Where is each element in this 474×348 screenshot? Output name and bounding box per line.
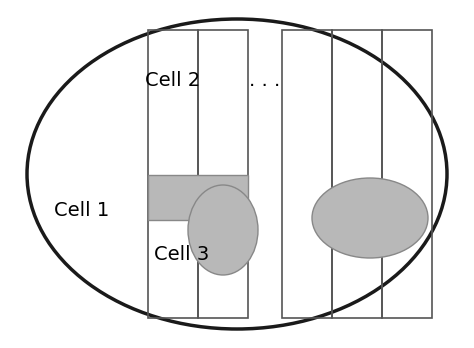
Ellipse shape — [27, 19, 447, 329]
Text: Cell 3: Cell 3 — [155, 245, 210, 264]
Bar — [382, 30, 432, 318]
Bar — [148, 30, 198, 318]
Ellipse shape — [188, 185, 258, 275]
Text: Cell 1: Cell 1 — [55, 200, 109, 220]
Bar — [282, 30, 332, 318]
Bar — [148, 175, 248, 220]
Bar — [198, 30, 248, 318]
Text: . . .: . . . — [249, 71, 281, 89]
Ellipse shape — [312, 178, 428, 258]
Bar — [332, 30, 382, 318]
Text: Cell 2: Cell 2 — [146, 71, 201, 89]
